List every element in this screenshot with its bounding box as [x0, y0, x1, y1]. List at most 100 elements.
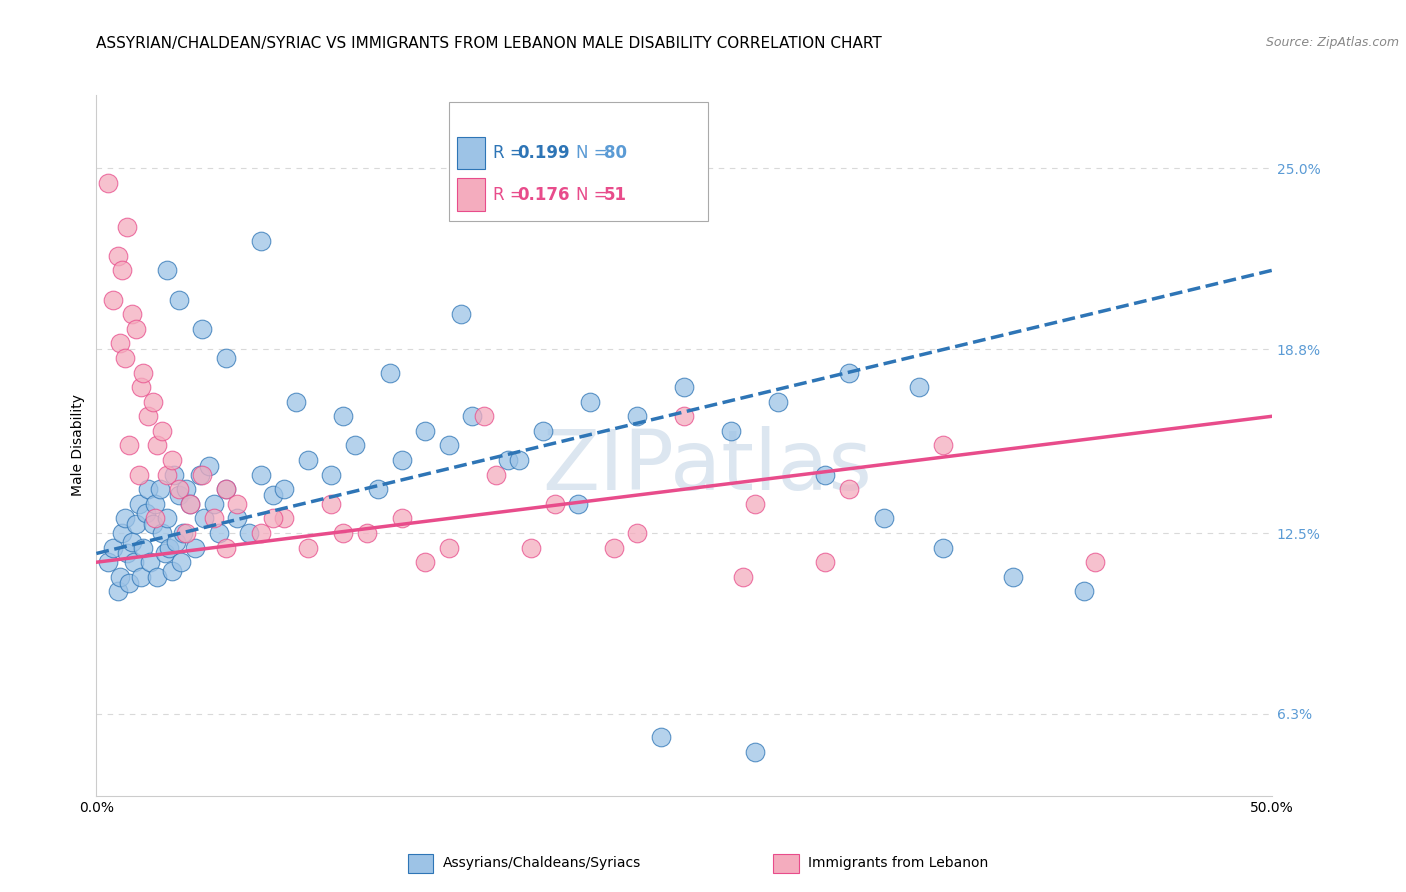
Point: [167, 293, 190, 307]
Text: ASSYRIAN/CHALDEAN/SYRIAC VS IMMIGRANTS FROM LEBANON MALE DISABILITY CORRELATION : ASSYRIAN/CHALDEAN/SYRIAC VS IMMIGRANTS F…: [97, 36, 882, 51]
Point: [172, 526, 194, 541]
Point: [121, 534, 143, 549]
Point: [184, 541, 207, 555]
Point: [567, 497, 589, 511]
Point: [332, 409, 354, 424]
Point: [156, 511, 179, 525]
Point: [107, 249, 129, 263]
Point: [262, 511, 284, 525]
Text: 80: 80: [605, 144, 627, 161]
Point: [129, 380, 152, 394]
Point: [485, 467, 508, 482]
Point: [297, 541, 319, 555]
Point: [650, 731, 672, 745]
Point: [908, 380, 931, 394]
Point: [814, 467, 837, 482]
Point: [814, 555, 837, 569]
Point: [931, 438, 953, 452]
Point: [626, 526, 648, 541]
Point: [766, 394, 789, 409]
Point: [111, 263, 134, 277]
Point: [744, 745, 766, 759]
Point: [508, 453, 530, 467]
Point: [136, 483, 159, 497]
Point: [673, 409, 696, 424]
Point: [838, 483, 860, 497]
Point: [520, 541, 543, 555]
Point: [450, 307, 472, 321]
Point: [461, 409, 484, 424]
Point: [97, 555, 120, 569]
Point: [108, 336, 131, 351]
Point: [250, 467, 273, 482]
Point: [415, 424, 437, 438]
Text: ZIPatlas: ZIPatlas: [543, 426, 873, 507]
Point: [285, 394, 308, 409]
Point: [931, 541, 953, 555]
Point: [143, 497, 166, 511]
Point: [108, 570, 131, 584]
Point: [167, 488, 190, 502]
Point: [472, 409, 495, 424]
Point: [250, 234, 273, 248]
Point: [720, 424, 742, 438]
Point: [150, 424, 173, 438]
Point: [115, 546, 138, 560]
Point: [544, 497, 567, 511]
Point: [149, 483, 172, 497]
Point: [356, 526, 378, 541]
Point: [174, 526, 197, 541]
Point: [118, 575, 141, 590]
Point: [188, 467, 211, 482]
Point: [142, 394, 165, 409]
Point: [132, 541, 155, 555]
Point: [531, 424, 554, 438]
Point: [107, 584, 129, 599]
Point: [174, 483, 197, 497]
Point: [143, 511, 166, 525]
Point: [129, 570, 152, 584]
Point: [380, 366, 402, 380]
Point: [191, 322, 214, 336]
Text: Assyrians/Chaldeans/Syriacs: Assyrians/Chaldeans/Syriacs: [443, 856, 641, 871]
Point: [602, 541, 624, 555]
Text: N =: N =: [575, 144, 613, 161]
Point: [146, 570, 169, 584]
Point: [156, 263, 179, 277]
Point: [153, 546, 176, 560]
Point: [1073, 584, 1095, 599]
Point: [332, 526, 354, 541]
Point: [125, 517, 148, 532]
Point: [114, 351, 136, 365]
Point: [136, 409, 159, 424]
Point: [744, 497, 766, 511]
Point: [873, 511, 896, 525]
Point: [128, 467, 150, 482]
Point: [202, 497, 225, 511]
Point: [157, 541, 180, 555]
Point: [118, 438, 141, 452]
Point: [238, 526, 260, 541]
Point: [150, 526, 173, 541]
Point: [226, 511, 249, 525]
Text: R =: R =: [494, 186, 529, 203]
Point: [437, 438, 460, 452]
Point: [214, 541, 236, 555]
Point: [101, 293, 124, 307]
Point: [139, 555, 162, 569]
Point: [207, 526, 229, 541]
Text: R =: R =: [494, 144, 529, 161]
Point: [170, 555, 193, 569]
Point: [838, 366, 860, 380]
Point: [250, 526, 273, 541]
Point: [214, 351, 236, 365]
Point: [135, 506, 157, 520]
Point: [167, 483, 190, 497]
Point: [731, 570, 754, 584]
Point: [391, 511, 413, 525]
Point: [191, 467, 214, 482]
Point: [121, 307, 143, 321]
Text: 51: 51: [605, 186, 627, 203]
Point: [111, 526, 134, 541]
Point: [163, 467, 186, 482]
